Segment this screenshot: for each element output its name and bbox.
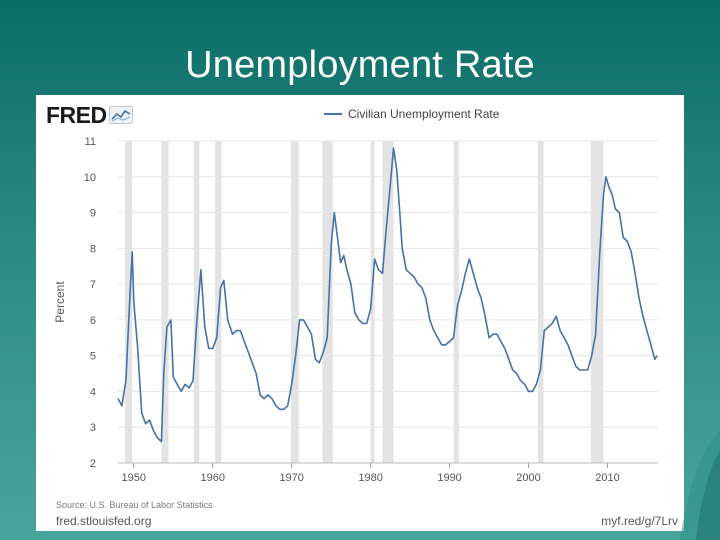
fred-logo: FRED xyxy=(46,101,133,128)
fred-logo-text: FRED xyxy=(46,101,107,128)
recession-band xyxy=(290,141,299,463)
chart-line-icon xyxy=(108,106,133,124)
recession-band xyxy=(125,141,133,463)
y-axis-label: Percent xyxy=(53,281,67,323)
corner-decoration xyxy=(680,430,720,540)
recession-band xyxy=(193,141,200,463)
x-tick-label: 2010 xyxy=(595,472,619,484)
y-tick-label: 4 xyxy=(90,386,96,398)
x-tick-label: 2000 xyxy=(516,472,540,484)
recession-band xyxy=(382,141,394,463)
chart-legend: Civilian Unemployment Rate xyxy=(324,107,499,121)
x-tick-label: 1990 xyxy=(437,472,461,484)
y-tick-label: 10 xyxy=(84,172,96,184)
x-tick-label: 1950 xyxy=(122,472,146,484)
y-tick-label: 3 xyxy=(90,422,96,434)
x-tick-label: 1960 xyxy=(200,472,224,484)
slide-title: Unemployment Rate xyxy=(185,44,535,86)
y-tick-label: 5 xyxy=(90,351,96,363)
y-tick-label: 6 xyxy=(90,315,96,327)
y-tick-label: 8 xyxy=(90,243,96,255)
x-tick-label: 1980 xyxy=(358,472,382,484)
y-tick-label: 11 xyxy=(85,136,96,148)
recession-band xyxy=(161,141,169,463)
y-tick-label: 7 xyxy=(90,279,96,291)
legend-swatch xyxy=(324,113,342,115)
site-link[interactable]: fred.stlouisfed.org xyxy=(56,514,152,528)
chart-card: 2 3 4 5 6 7 8 9 10 11 1950 1960 1970 1980 1990 2000 2010… xyxy=(36,95,684,531)
recession-band xyxy=(538,141,544,463)
series-line xyxy=(117,147,658,443)
legend-label: Civilian Unemployment Rate xyxy=(348,107,500,121)
short-link[interactable]: myf.red/g/7Lrv xyxy=(601,514,678,528)
recession-band xyxy=(370,141,375,463)
recession-band xyxy=(322,141,333,463)
recession-band xyxy=(215,141,222,463)
chart-plot: 2 3 4 5 6 7 8 9 10 11 1950 1960 1970 1980 1990 2000 2010… xyxy=(53,136,658,484)
x-tick-label: 1970 xyxy=(279,472,303,484)
y-tick-label: 2 xyxy=(90,458,96,470)
y-tick-label: 9 xyxy=(90,208,96,220)
source-note: Source: U.S. Bureau of Labor Statistics xyxy=(56,500,213,510)
recession-band xyxy=(453,141,460,463)
